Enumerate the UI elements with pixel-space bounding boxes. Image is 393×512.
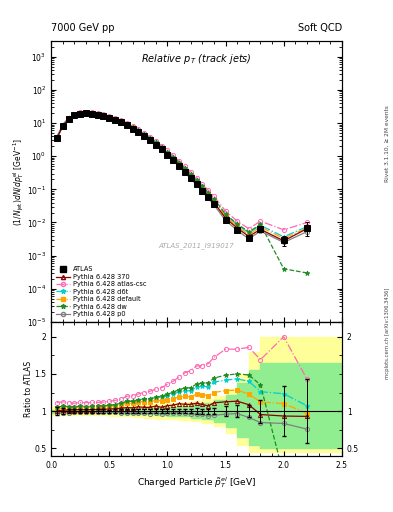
Text: ATLAS_2011_I919017: ATLAS_2011_I919017 — [159, 243, 234, 249]
X-axis label: Charged Particle $\tilde{p}^{el}_T$ [GeV]: Charged Particle $\tilde{p}^{el}_T$ [GeV… — [137, 475, 256, 490]
Text: 7000 GeV pp: 7000 GeV pp — [51, 23, 115, 33]
Text: mcplots.cern.ch [arXiv:1306.3436]: mcplots.cern.ch [arXiv:1306.3436] — [385, 287, 390, 378]
Text: Rivet 3.1.10, ≥ 2M events: Rivet 3.1.10, ≥ 2M events — [385, 105, 390, 182]
Legend: ATLAS, Pythia 6.428 370, Pythia 6.428 atlas-csc, Pythia 6.428 d6t, Pythia 6.428 : ATLAS, Pythia 6.428 370, Pythia 6.428 at… — [54, 265, 148, 318]
Y-axis label: Ratio to ATLAS: Ratio to ATLAS — [24, 361, 33, 417]
Text: Soft QCD: Soft QCD — [298, 23, 342, 33]
Text: Relative $p_T$ (track jets): Relative $p_T$ (track jets) — [141, 52, 252, 66]
Y-axis label: $(1/N_\mathrm{jet})dN/dp^\mathrm{el}_T\ [\mathrm{GeV}^{-1}]$: $(1/N_\mathrm{jet})dN/dp^\mathrm{el}_T\ … — [11, 137, 26, 226]
